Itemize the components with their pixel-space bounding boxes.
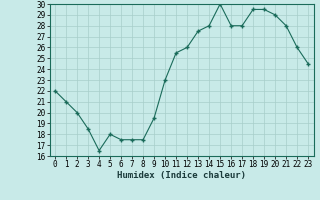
X-axis label: Humidex (Indice chaleur): Humidex (Indice chaleur) xyxy=(117,171,246,180)
